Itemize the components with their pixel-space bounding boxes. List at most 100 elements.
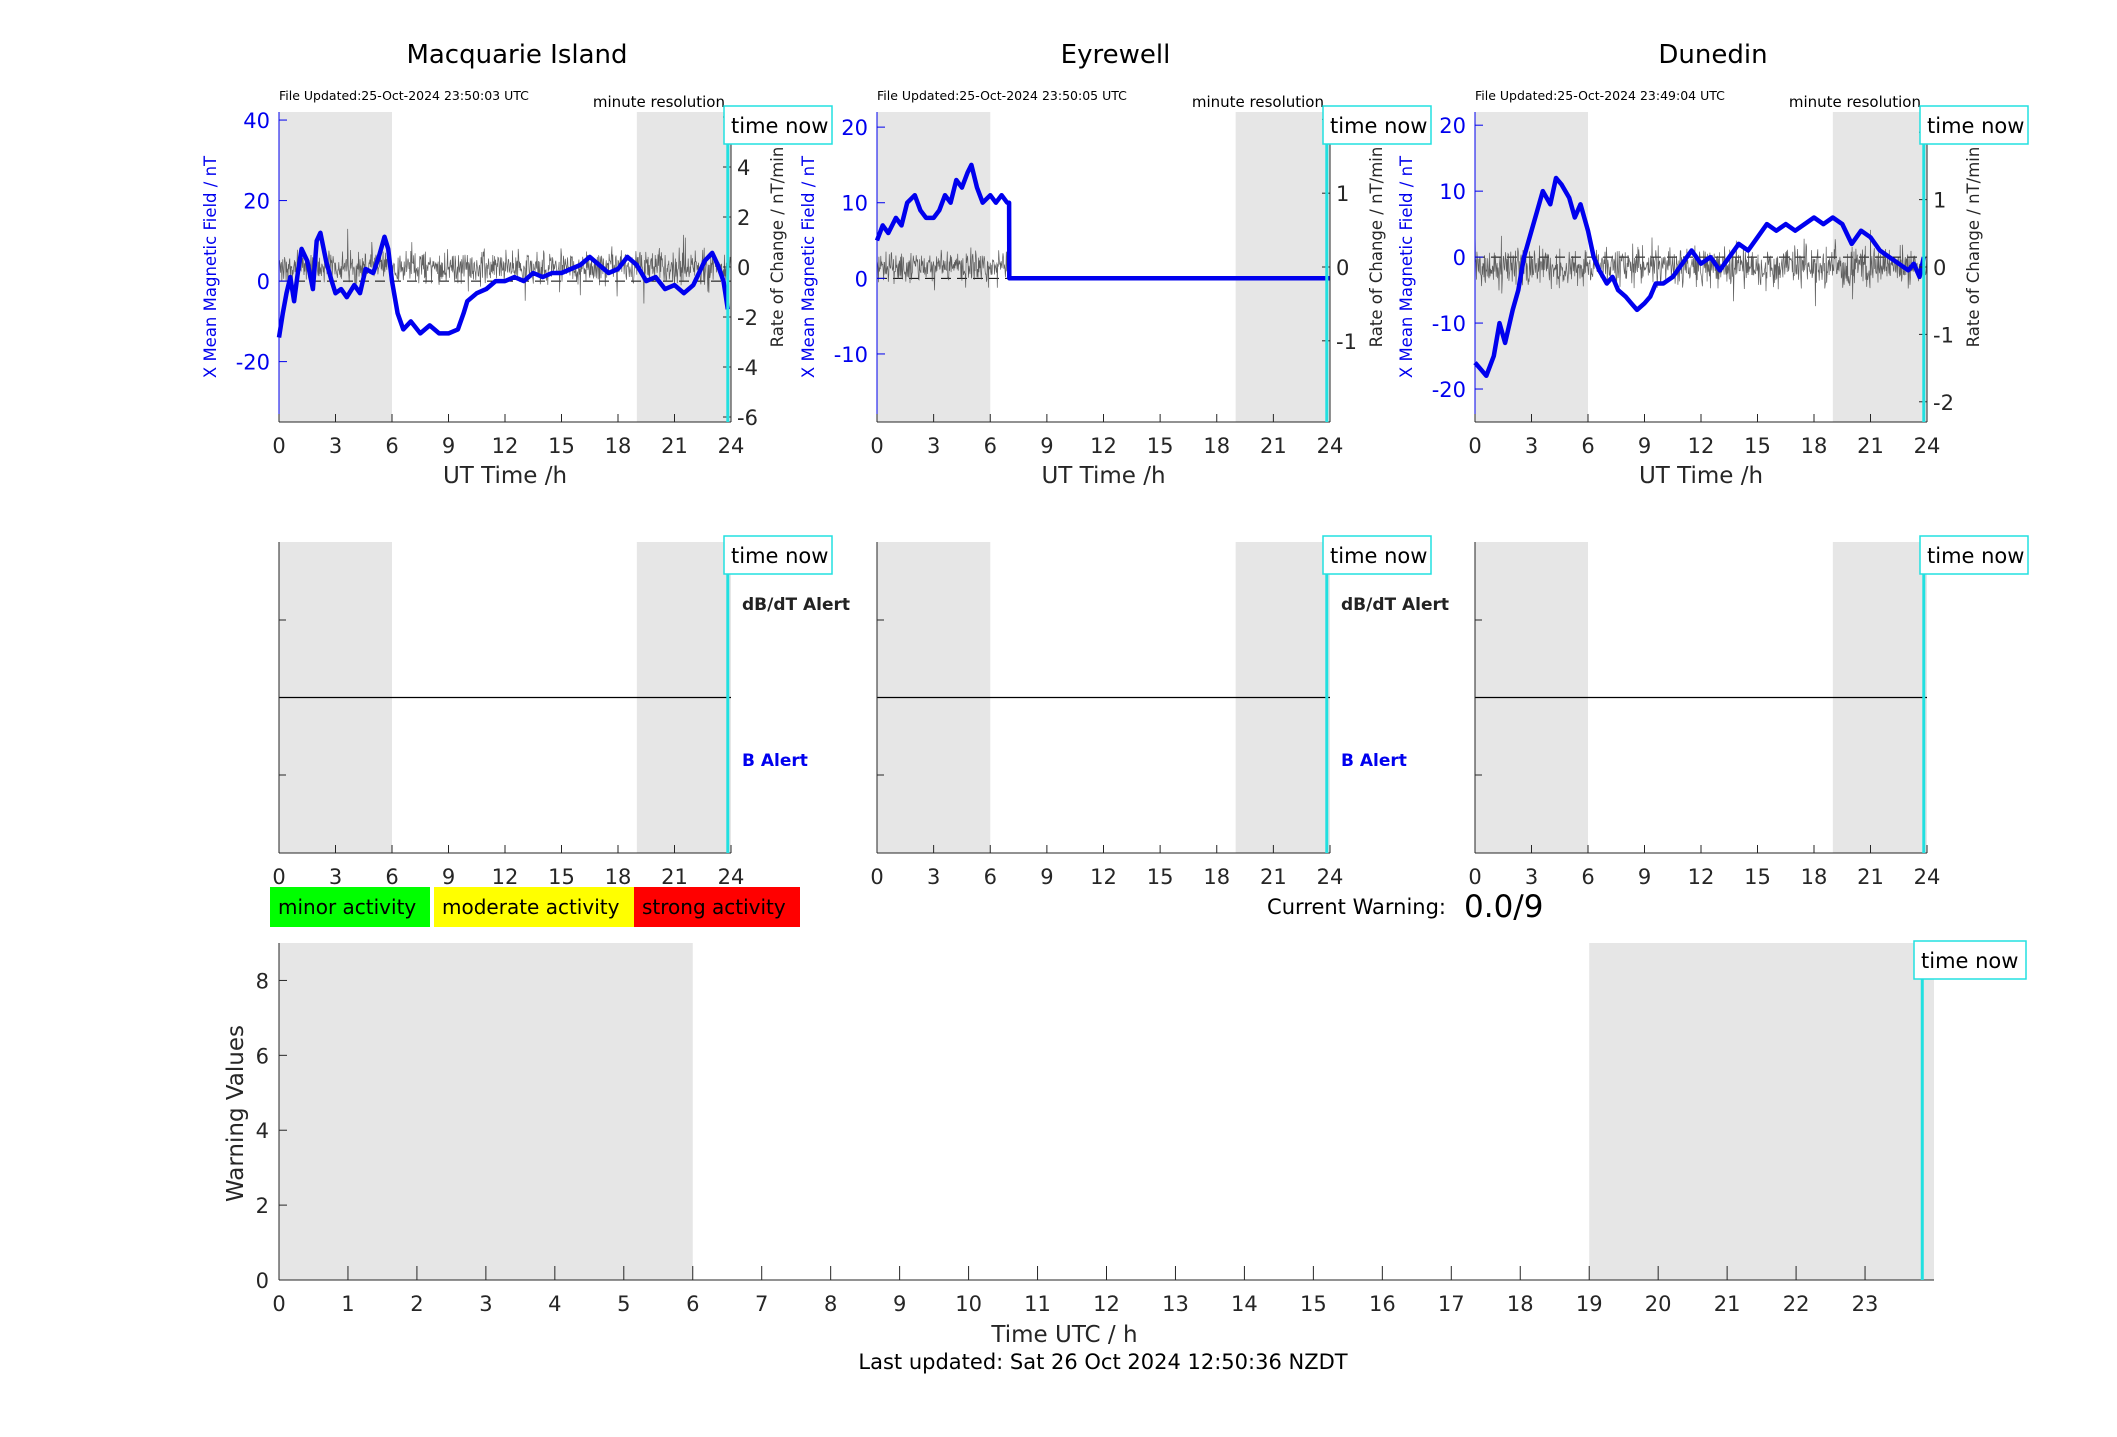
x-tick-label: 6 xyxy=(686,1292,699,1316)
panel-title: Dunedin xyxy=(1658,40,1767,70)
x-tick-label: 12 xyxy=(492,434,519,458)
b-alert-label: B Alert xyxy=(742,751,808,771)
y-tick-label-left: 20 xyxy=(243,190,270,214)
x-tick-label: 9 xyxy=(442,865,455,889)
current-warning: Current Warning: 0.0/9 xyxy=(1267,889,1543,925)
x-tick-label: 19 xyxy=(1576,1292,1603,1316)
time-now-box xyxy=(1919,535,2029,575)
magnetometer-panel-1: Eyrewell File Updated:25-Oct-2024 23:50:0… xyxy=(799,40,1432,489)
x-tick-label: 18 xyxy=(605,865,632,889)
x-tick-label: 9 xyxy=(1638,434,1651,458)
y-tick-label-left: 10 xyxy=(841,192,868,216)
time-now-label: time now xyxy=(1330,544,1427,568)
y-axis-label-left: X Mean Magnetic Field / nT xyxy=(201,155,220,378)
time-now-label: time now xyxy=(731,544,828,568)
x-tick-label: 8 xyxy=(824,1292,837,1316)
y-tick-label-left: -20 xyxy=(1432,378,1466,402)
x-axis-label: UT Time /h xyxy=(1639,463,1763,489)
b-alert-label: B Alert xyxy=(1341,751,1407,771)
x-tick-label: 15 xyxy=(1300,1292,1327,1316)
y-tick-label-right: -6 xyxy=(737,406,758,430)
time-now-box xyxy=(723,535,833,575)
warning-history-panel: 0 1 2 3 4 5 6 7 8 9 10 11 12 13 14 15 16 17 18 19 20 21 22 2302… xyxy=(223,940,2027,1348)
x-tick-label: 15 xyxy=(1147,434,1174,458)
x-tick-label: 6 xyxy=(984,865,997,889)
x-tick-label: 9 xyxy=(1040,434,1053,458)
night-shading xyxy=(279,943,693,1280)
x-tick-label: 20 xyxy=(1645,1292,1672,1316)
x-tick-label: 14 xyxy=(1231,1292,1258,1316)
y-tick-label-right: 0 xyxy=(1933,256,1946,280)
y-axis-label: Warning Values xyxy=(223,1025,249,1202)
activity-legend: minor activity moderate activity strong ac… xyxy=(270,887,800,927)
panel-title: Eyrewell xyxy=(1061,40,1171,70)
x-tick-label: 24 xyxy=(1317,865,1344,889)
y-tick-label-left: 0 xyxy=(855,267,868,291)
x-tick-label: 9 xyxy=(893,1292,906,1316)
x-tick-label: 12 xyxy=(1090,865,1117,889)
x-tick-label: 0 xyxy=(870,434,883,458)
time-now-box xyxy=(1919,105,2029,145)
y-tick-label-right: 4 xyxy=(737,156,750,180)
x-tick-label: 21 xyxy=(1714,1292,1741,1316)
rate-of-change-trace xyxy=(278,228,732,304)
x-axis-label: Time UTC / h xyxy=(990,1322,1137,1348)
x-tick-label: 21 xyxy=(661,865,688,889)
x-tick-label: 0 xyxy=(272,865,285,889)
y-tick-label-left: -20 xyxy=(236,351,270,375)
x-tick-label: 24 xyxy=(1317,434,1344,458)
rate-of-change-trace xyxy=(1474,228,1928,307)
y-tick-label-right: 2 xyxy=(737,206,750,230)
y-axis-label-right: Rate of Change / nT/min xyxy=(1964,147,1983,348)
x-tick-label: 18 xyxy=(1801,434,1828,458)
file-updated: File Updated:25-Oct-2024 23:49:04 UTC xyxy=(1475,88,1725,103)
y-tick-label-left: 20 xyxy=(1439,114,1466,138)
x-tick-label: 6 xyxy=(385,865,398,889)
x-tick-label: 2 xyxy=(410,1292,423,1316)
x-tick-label: 15 xyxy=(1744,434,1771,458)
y-tick-label-left: 0 xyxy=(1453,246,1466,270)
x-tick-label: 18 xyxy=(605,434,632,458)
mean-field-trace xyxy=(1473,175,1926,379)
legend-swatch xyxy=(270,887,430,927)
x-tick-label: 11 xyxy=(1024,1292,1051,1316)
dbdt-alert-label: dB/dT Alert xyxy=(1341,595,1449,615)
y-tick-label: 0 xyxy=(256,1269,269,1293)
x-tick-label: 24 xyxy=(1914,865,1941,889)
y-axis-label-left: X Mean Magnetic Field / nT xyxy=(799,155,818,378)
x-tick-label: 18 xyxy=(1801,865,1828,889)
y-tick-label-left: 0 xyxy=(257,270,270,294)
x-tick-label: 0 xyxy=(1468,434,1481,458)
time-now-label: time now xyxy=(731,114,828,138)
x-tick-label: 6 xyxy=(1581,865,1594,889)
x-tick-label: 16 xyxy=(1369,1292,1396,1316)
x-tick-label: 24 xyxy=(718,434,745,458)
x-tick-label: 3 xyxy=(329,865,342,889)
x-tick-label: 12 xyxy=(1093,1292,1120,1316)
night-shading xyxy=(1589,943,1934,1280)
x-tick-label: 3 xyxy=(1525,434,1538,458)
rate-of-change-trace xyxy=(876,247,1010,291)
last-updated: Last updated: Sat 26 Oct 2024 12:50:36 N… xyxy=(858,1350,1347,1374)
y-tick-label-right: -2 xyxy=(737,306,758,330)
x-tick-label: 18 xyxy=(1203,434,1230,458)
y-axis-label-right: Rate of Change / nT/min xyxy=(1367,147,1386,348)
x-tick-label: 23 xyxy=(1852,1292,1879,1316)
x-tick-label: 15 xyxy=(1744,865,1771,889)
y-tick-label-right: 1 xyxy=(1336,182,1349,206)
resolution-label: minute resolution xyxy=(1789,93,1921,111)
time-now-box xyxy=(723,105,833,145)
time-now-label: time now xyxy=(1927,114,2024,138)
y-tick-label-right: 1 xyxy=(1933,189,1946,213)
y-tick-label: 4 xyxy=(256,1119,269,1143)
y-tick-label-right: -1 xyxy=(1336,330,1357,354)
y-axis-label-right: Rate of Change / nT/min xyxy=(768,147,787,348)
x-tick-label: 7 xyxy=(755,1292,768,1316)
x-tick-label: 17 xyxy=(1438,1292,1465,1316)
resolution-label: minute resolution xyxy=(1192,93,1324,111)
x-tick-label: 24 xyxy=(718,865,745,889)
x-tick-label: 3 xyxy=(927,434,940,458)
time-now-box xyxy=(1322,105,1432,145)
x-axis-label: UT Time /h xyxy=(1041,463,1165,489)
